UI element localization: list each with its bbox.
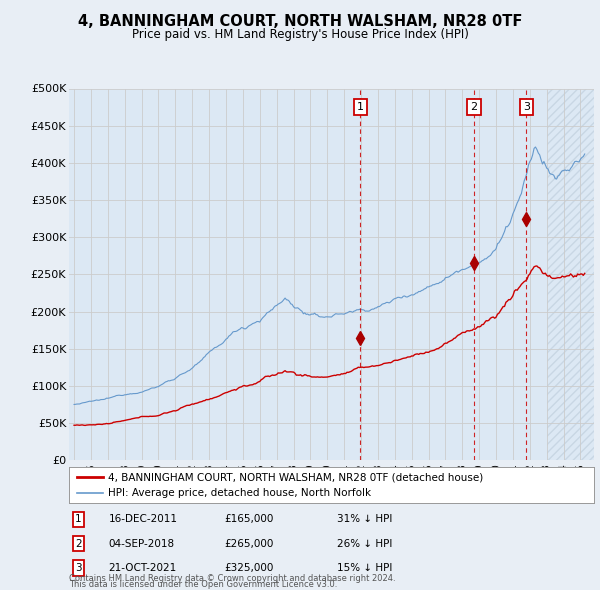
Text: 2: 2 [470,102,477,112]
Text: 04-SEP-2018: 04-SEP-2018 [109,539,175,549]
Bar [547,88,600,460]
Text: 1: 1 [357,102,364,112]
Text: 26% ↓ HPI: 26% ↓ HPI [337,539,392,549]
Text: 16-DEC-2011: 16-DEC-2011 [109,514,178,525]
Text: 3: 3 [75,563,82,573]
Text: 2: 2 [75,539,82,549]
Text: 15% ↓ HPI: 15% ↓ HPI [337,563,392,573]
Text: 3: 3 [523,102,530,112]
Text: 31% ↓ HPI: 31% ↓ HPI [337,514,392,525]
Text: £265,000: £265,000 [224,539,273,549]
Text: Contains HM Land Registry data © Crown copyright and database right 2024.: Contains HM Land Registry data © Crown c… [69,574,395,583]
Text: Price paid vs. HM Land Registry's House Price Index (HPI): Price paid vs. HM Land Registry's House … [131,28,469,41]
Bar [547,88,600,460]
Text: £165,000: £165,000 [224,514,273,525]
Text: £325,000: £325,000 [224,563,273,573]
Text: 4, BANNINGHAM COURT, NORTH WALSHAM, NR28 0TF: 4, BANNINGHAM COURT, NORTH WALSHAM, NR28… [78,14,522,30]
Text: This data is licensed under the Open Government Licence v3.0.: This data is licensed under the Open Gov… [69,580,337,589]
Text: HPI: Average price, detached house, North Norfolk: HPI: Average price, detached house, Nort… [109,488,371,498]
Text: 21-OCT-2021: 21-OCT-2021 [109,563,176,573]
Text: 1: 1 [75,514,82,525]
Text: 4, BANNINGHAM COURT, NORTH WALSHAM, NR28 0TF (detached house): 4, BANNINGHAM COURT, NORTH WALSHAM, NR28… [109,472,484,482]
